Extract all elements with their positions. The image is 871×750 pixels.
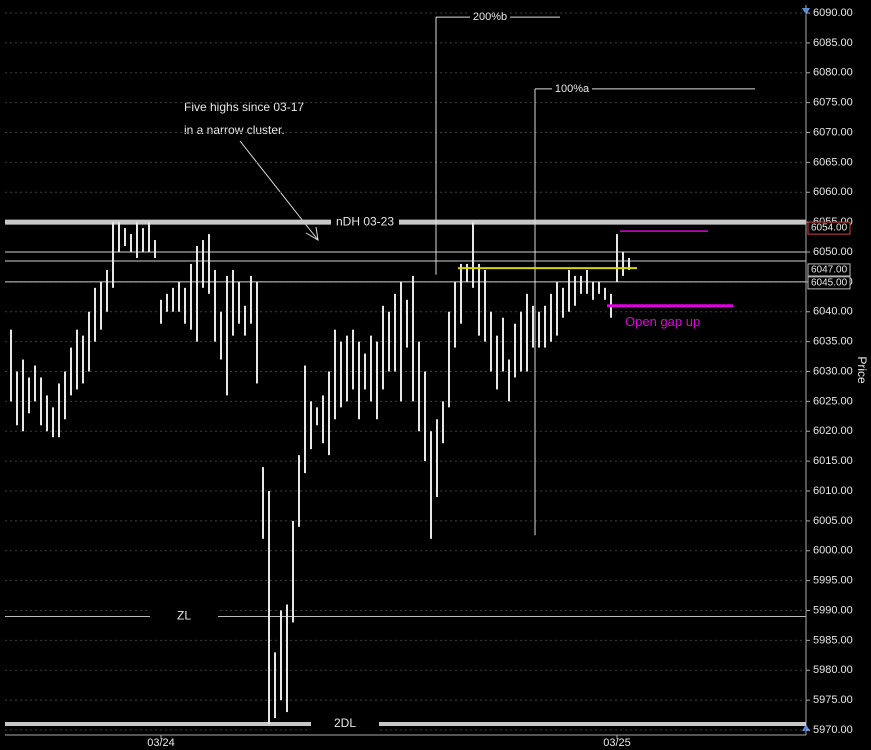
level-label: nDH 03-23 [336, 214, 394, 228]
y-tick-label: 6025.00 [813, 395, 853, 407]
scroll-marker [802, 724, 810, 731]
price-tag-label: 6047.00 [811, 265, 848, 276]
price-tag-label: 6054.00 [811, 223, 848, 234]
y-tick-label: 6065.00 [813, 156, 853, 168]
marker-label: Open gap up [625, 314, 700, 329]
x-tick-label: 03/24 [147, 737, 175, 749]
y-tick-label: 6090.00 [813, 7, 853, 19]
level-label: ZL [177, 609, 191, 623]
y-tick-label: 6030.00 [813, 365, 853, 377]
y-tick-label: 5985.00 [813, 634, 853, 646]
y-tick-label: 5995.00 [813, 575, 853, 587]
annotation: Five highs since 03-17 [184, 100, 304, 114]
level-label-bg [150, 609, 218, 624]
projection-label-bg [470, 10, 510, 25]
projection-label: 200%b [473, 11, 507, 23]
projection-label: 100%a [555, 83, 590, 95]
level-label-bg [331, 215, 399, 230]
level-label: 2DL [334, 716, 356, 730]
y-tick-label: 6015.00 [813, 455, 853, 467]
price-tag-box [807, 276, 851, 290]
y-tick-label: 6075.00 [813, 97, 853, 109]
y-tick-label: 5980.00 [813, 664, 853, 676]
y-tick-label: 6005.00 [813, 515, 853, 527]
annotation-arrow-head [305, 226, 319, 241]
y-tick-label: 6040.00 [813, 306, 853, 318]
annotation: in a narrow cluster. [184, 123, 285, 137]
price-tag-box [807, 263, 851, 277]
y-tick-label: 6035.00 [813, 336, 853, 348]
price-tag-box [807, 221, 851, 235]
y-tick-label: 6060.00 [813, 186, 853, 198]
y-tick-label: 5990.00 [813, 604, 853, 616]
y-tick-label: 5970.00 [813, 724, 853, 736]
y-tick-label: 6085.00 [813, 37, 853, 49]
y-tick-label: 5975.00 [813, 694, 853, 706]
y-tick-label: 6070.00 [813, 126, 853, 138]
y-tick-label: 6000.00 [813, 545, 853, 557]
x-tick-label: 03/25 [603, 737, 631, 749]
price-tag-label: 6045.00 [811, 278, 848, 289]
y-tick-label: 6080.00 [813, 67, 853, 79]
y-axis-label: Price [855, 356, 869, 384]
y-tick-label: 6010.00 [813, 485, 853, 497]
y-tick-label: 6050.00 [813, 246, 853, 258]
projection-label-bg [552, 81, 592, 96]
y-tick-label: 6020.00 [813, 425, 853, 437]
level-label-bg [311, 717, 379, 732]
scroll-marker [802, 8, 810, 15]
